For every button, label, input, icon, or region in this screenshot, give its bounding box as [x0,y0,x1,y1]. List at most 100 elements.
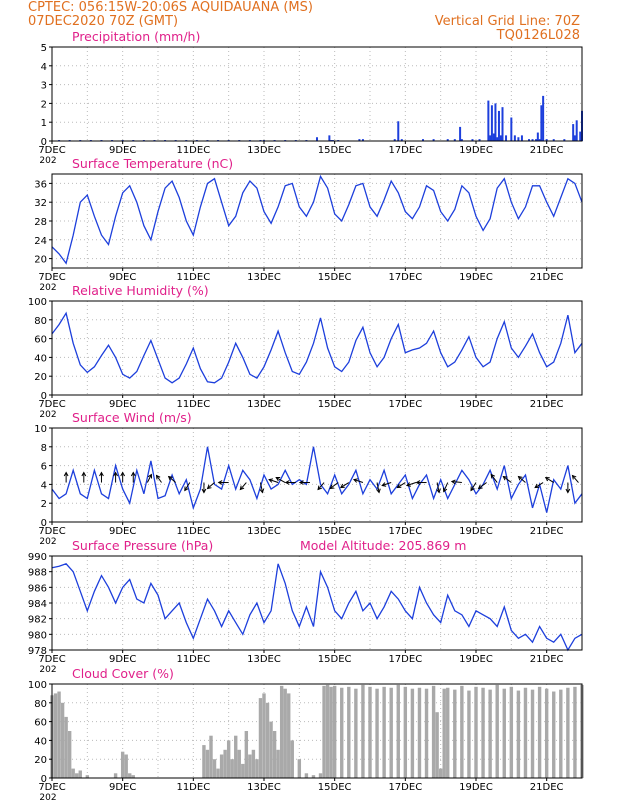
rh-y-tick-label: 60 [34,335,47,346]
cloud-bar [237,749,241,778]
rh-x-year-prefix: 202 [39,410,56,420]
precip-bar [400,139,403,141]
wind-arrow-head [571,474,577,480]
cloud-y-tick-label: 60 [34,718,47,729]
wind-y-tick-label: 4 [41,480,47,491]
cloud-bar [131,775,135,778]
rh-x-tick-label: 21DEC [530,399,564,410]
rh-y-tick-label: 80 [34,316,47,327]
wind-arrow-head [130,471,136,477]
precip-bar [432,139,435,141]
wind-arrow-shaft [353,479,364,483]
run-date: 07DEC2020 70Z (GMT) [28,14,179,29]
wind-x-tick-label: 11DEC [176,526,210,537]
wind-arrow-head [113,471,118,477]
cloud-bar [523,687,528,778]
precip-bar [501,107,504,141]
wind-x-tick-label: 17DEC [388,526,422,537]
rh-x-tick-label: 13DEC [247,399,281,410]
cloud-bar [128,773,132,778]
precip-y-tick-label: 2 [41,99,47,110]
wind-arrow-shaft [451,481,462,484]
wind-arrow-shaft [397,482,406,488]
cloud-bar [262,693,266,778]
cloud-bar [481,687,485,778]
wind-arrow-head [239,485,245,491]
wind-arrow-shaft [490,474,498,483]
cloud-y-tick-label: 80 [34,699,47,710]
wind-arrow-head [317,485,322,491]
rh-x-tick-label: 19DEC [459,399,493,410]
rh-title: Relative Humidity (%) [72,283,209,298]
wind-title: Surface Wind (m/s) [72,410,192,425]
precip-bar [505,135,508,141]
cloud-bar [223,749,227,778]
wind-arrow-shaft [184,482,191,491]
cloud-y-tick-label: 40 [34,736,47,747]
wind-y-tick-label: 10 [34,424,47,435]
wind-arrow-head [120,471,126,477]
pres-y-tick-label: 988 [28,568,47,579]
cloud-bar [417,687,422,778]
cloud-bar [202,745,206,778]
cloud-bar [124,754,128,778]
cloud-bar [424,688,429,778]
cloud-bar [446,687,450,778]
wind-arrow-head [442,487,448,493]
precip-x-tick-label: 11DEC [176,145,210,156]
wind-arrow-head [217,480,223,485]
wind-arrow-head [63,471,69,477]
rh-panel-plot-area [52,301,582,395]
cloud-bar [85,775,90,778]
cloud-x-tick-label: 15DEC [318,782,352,793]
temp-x-tick-label: 11DEC [176,272,210,283]
cloud-bar [435,712,439,778]
precip-bar [499,135,502,141]
pres-x-tick-label: 21DEC [530,654,564,665]
wind-y-tick-label: 0 [41,518,47,529]
cloud-bar [389,687,393,778]
wind-arrow-head [376,488,381,494]
cloud-bar [234,735,238,778]
rh-y-tick-label: 100 [28,297,47,308]
wind-arrow-head [470,486,475,492]
pres-y-tick-label: 978 [28,646,47,657]
precip-bar [397,121,400,141]
wind-x-tick-label: 15DEC [318,526,352,537]
precip-x-tick-label: 15DEC [318,145,352,156]
cloud-bar [78,770,82,778]
pres-x-tick-label: 17DEC [388,654,422,665]
cloud-bar [53,693,58,778]
cloud-x-tick-label: 19DEC [459,782,493,793]
precip-bar [520,135,523,141]
cloud-bar [332,685,337,778]
wind-arrow-head [298,480,304,485]
precip-bar [538,139,541,141]
precip-bar [492,133,495,141]
precip-y-tick-label: 3 [41,81,47,92]
cloud-bar [340,687,344,778]
rh-x-tick-label: 15DEC [318,399,352,410]
cloud-bar [57,691,61,778]
pres-series-line [51,563,583,652]
cloud-bar [325,684,330,778]
cloud-bar [241,763,245,778]
cloud-bar [75,773,79,778]
precip-bar [471,139,474,141]
wind-arrow-head [147,473,153,479]
cloud-bar [71,768,75,778]
rh-x-tick-label: 17DEC [388,399,422,410]
cloud-bar [509,686,514,778]
cloud-bar [566,687,570,778]
wind-arrow-head [206,484,212,490]
pres-x-tick-label: 9DEC [109,654,136,665]
wind-x-tick-label: 21DEC [530,526,564,537]
precip-bar [393,139,396,141]
wind-arrow-head [502,475,508,481]
cloud-bar [60,702,65,778]
wind-arrow-head [415,480,421,485]
precip-bar [496,137,499,141]
wind-arrow-shaft [545,477,554,483]
cloud-bar [304,773,309,778]
